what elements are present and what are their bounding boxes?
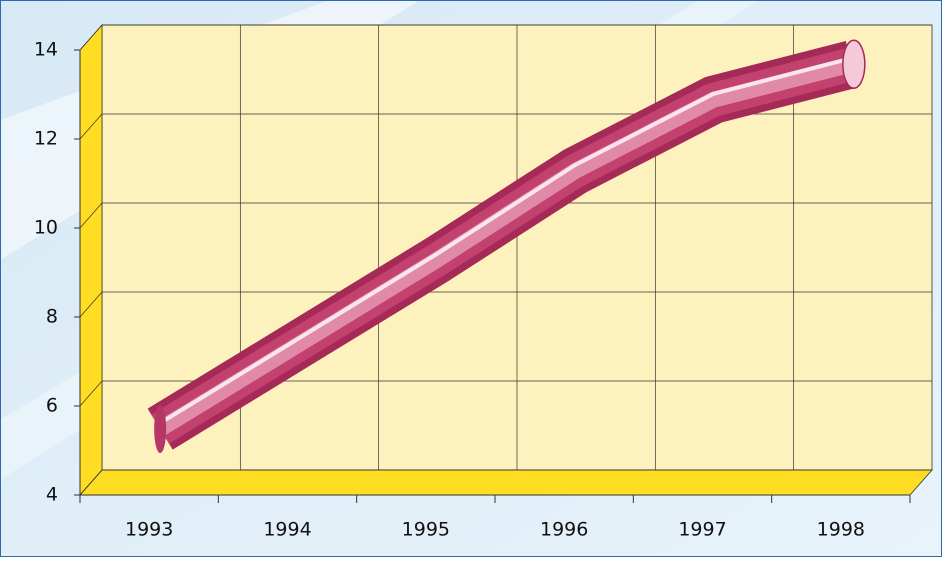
y-tick-label: 10 [34, 217, 58, 239]
x-tick-label: 1998 [817, 519, 865, 541]
y-tick-label: 4 [46, 484, 58, 506]
y-tick-label: 12 [34, 128, 58, 150]
tube-start [154, 405, 166, 453]
x-tick-label: 1994 [263, 519, 311, 541]
y-tick-label: 6 [46, 395, 58, 417]
plot-area: 4 6 8 10 12 14 1993 1994 1995 1996 1997 1998 [34, 25, 932, 541]
floor [80, 470, 932, 495]
y-tick-label: 8 [46, 306, 58, 328]
x-tick-label: 1995 [402, 519, 450, 541]
left-wall [80, 25, 102, 495]
tube-end [843, 40, 865, 88]
x-tick-label: 1996 [540, 519, 588, 541]
chart: 4 6 8 10 12 14 1993 1994 1995 1996 1997 1998 [0, 0, 942, 557]
x-tick-label: 1993 [125, 519, 173, 541]
y-tick-label: 14 [34, 39, 58, 61]
x-tick-label: 1997 [678, 519, 726, 541]
